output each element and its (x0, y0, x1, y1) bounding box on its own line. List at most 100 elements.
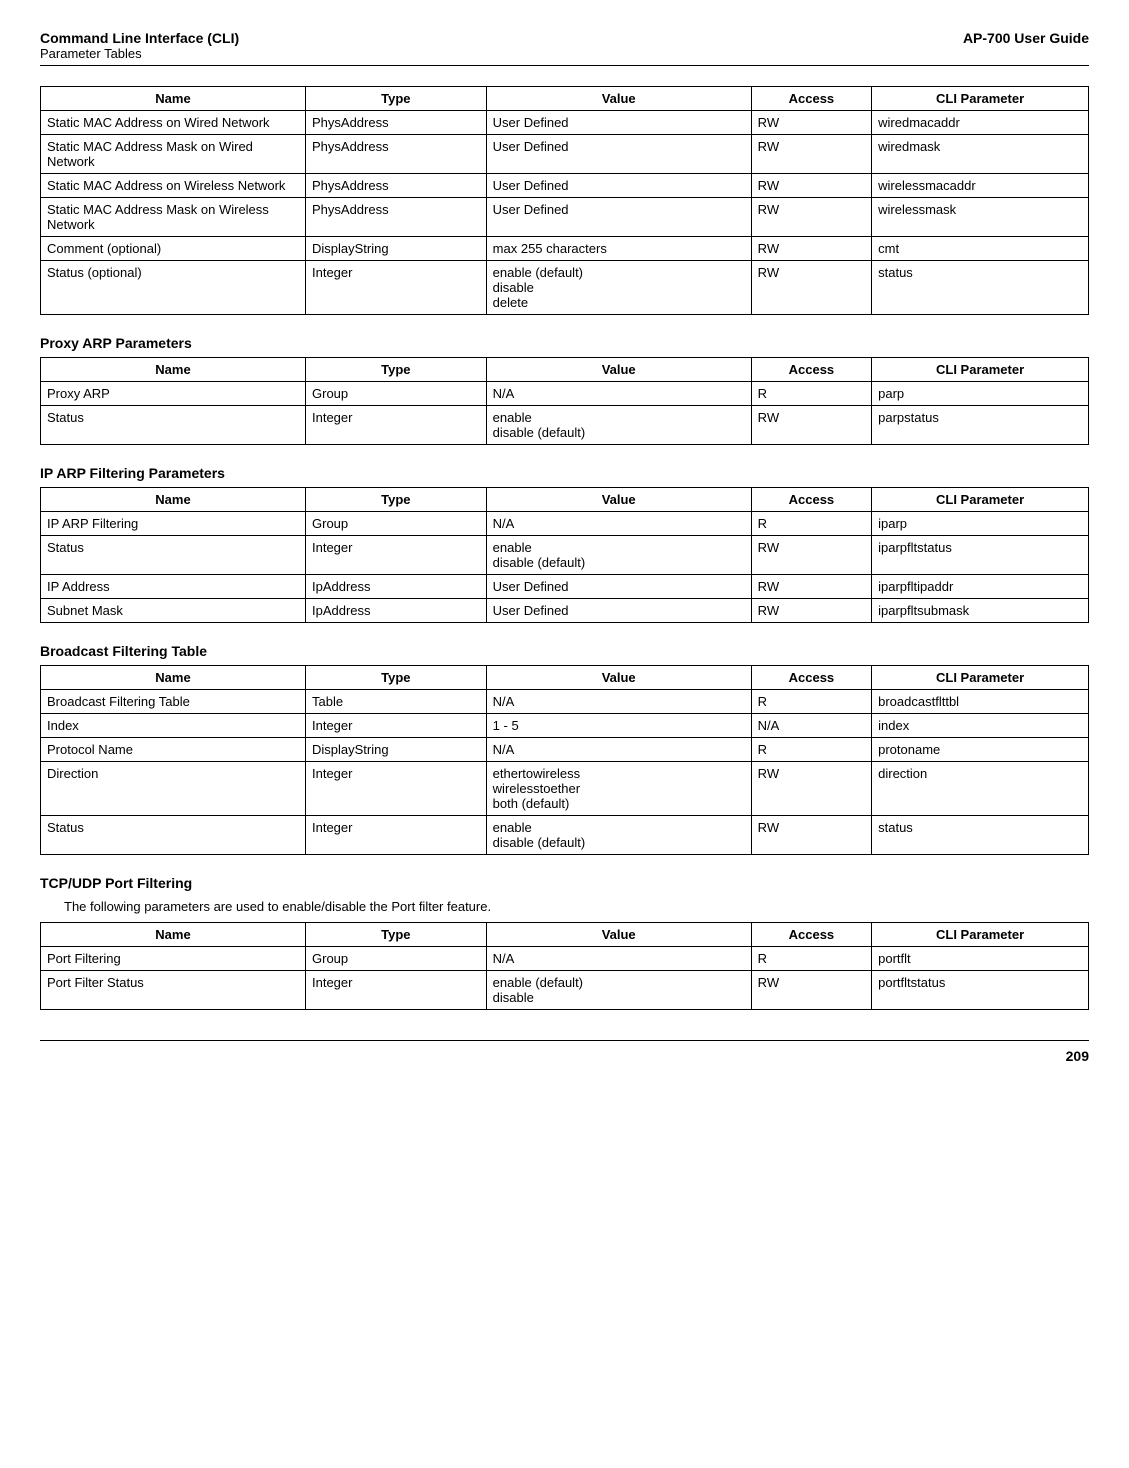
table-cell: R (751, 738, 871, 762)
col-value: Value (486, 488, 751, 512)
table-cell: RW (751, 536, 871, 575)
table-cell: RW (751, 237, 871, 261)
table-cell: R (751, 512, 871, 536)
table-row: Status (optional)Integerenable (default)… (41, 261, 1089, 315)
col-value: Value (486, 358, 751, 382)
table-cell: Subnet Mask (41, 599, 306, 623)
table-cell: Integer (306, 762, 487, 816)
table-cell: R (751, 947, 871, 971)
table-body: IP ARP FilteringGroupN/ARiparpStatusInte… (41, 512, 1089, 623)
table-cell: DisplayString (306, 237, 487, 261)
table-cell: ethertowireless wirelesstoether both (de… (486, 762, 751, 816)
table-cell: R (751, 382, 871, 406)
table-cell: Group (306, 382, 487, 406)
col-cli-parameter: CLI Parameter (872, 666, 1089, 690)
header-rule (40, 65, 1089, 66)
footer-rule (40, 1040, 1089, 1041)
table-cell: PhysAddress (306, 198, 487, 237)
table-cell: iparp (872, 512, 1089, 536)
table-cell: Integer (306, 816, 487, 855)
table-cell: enable disable (default) (486, 536, 751, 575)
table-cell: RW (751, 198, 871, 237)
table-cell: wirelessmacaddr (872, 174, 1089, 198)
col-name: Name (41, 87, 306, 111)
table-cell: N/A (486, 738, 751, 762)
col-access: Access (751, 87, 871, 111)
table-body: Proxy ARPGroupN/ARparpStatusIntegerenabl… (41, 382, 1089, 445)
table-cell: User Defined (486, 575, 751, 599)
table-cell: Integer (306, 971, 487, 1010)
table-cell: PhysAddress (306, 111, 487, 135)
table-cell: enable disable (default) (486, 816, 751, 855)
ip-arp-filtering-table: Name Type Value Access CLI Parameter IP … (40, 487, 1089, 623)
table-cell: Static MAC Address Mask on Wired Network (41, 135, 306, 174)
table-cell: User Defined (486, 198, 751, 237)
table-cell: portflt (872, 947, 1089, 971)
table-row: Static MAC Address on Wired NetworkPhysA… (41, 111, 1089, 135)
table-cell: RW (751, 971, 871, 1010)
table-row: IP AddressIpAddressUser DefinedRWiparpfl… (41, 575, 1089, 599)
table-cell: PhysAddress (306, 174, 487, 198)
table-cell: Integer (306, 536, 487, 575)
col-value: Value (486, 87, 751, 111)
table-cell: IP Address (41, 575, 306, 599)
table-cell: Direction (41, 762, 306, 816)
table-cell: N/A (486, 382, 751, 406)
table-cell: status (872, 261, 1089, 315)
table-row: Protocol NameDisplayStringN/ARprotoname (41, 738, 1089, 762)
tcp-udp-body-text: The following parameters are used to ena… (64, 899, 1089, 914)
table-row: StatusIntegerenable disable (default)RWs… (41, 816, 1089, 855)
col-value: Value (486, 923, 751, 947)
table-cell: Status (41, 406, 306, 445)
table-cell: Integer (306, 714, 487, 738)
table-cell: wiredmacaddr (872, 111, 1089, 135)
table-row: Comment (optional)DisplayStringmax 255 c… (41, 237, 1089, 261)
table-cell: N/A (486, 947, 751, 971)
col-access: Access (751, 923, 871, 947)
table-cell: IpAddress (306, 599, 487, 623)
table-row: Proxy ARPGroupN/ARparp (41, 382, 1089, 406)
table-cell: parpstatus (872, 406, 1089, 445)
table-body: Static MAC Address on Wired NetworkPhysA… (41, 111, 1089, 315)
col-value: Value (486, 666, 751, 690)
table-cell: direction (872, 762, 1089, 816)
table-cell: User Defined (486, 174, 751, 198)
table-cell: N/A (486, 690, 751, 714)
static-mac-table: Name Type Value Access CLI Parameter Sta… (40, 86, 1089, 315)
col-access: Access (751, 358, 871, 382)
proxy-arp-table: Name Type Value Access CLI Parameter Pro… (40, 357, 1089, 445)
table-cell: portfltstatus (872, 971, 1089, 1010)
ip-arp-filtering-heading: IP ARP Filtering Parameters (40, 465, 1089, 481)
col-cli-parameter: CLI Parameter (872, 488, 1089, 512)
col-type: Type (306, 923, 487, 947)
table-cell: 1 - 5 (486, 714, 751, 738)
table-body: Broadcast Filtering TableTableN/ARbroadc… (41, 690, 1089, 855)
col-name: Name (41, 666, 306, 690)
table-cell: N/A (751, 714, 871, 738)
page-number: 209 (40, 1048, 1089, 1064)
table-cell: status (872, 816, 1089, 855)
table-row: DirectionIntegerethertowireless wireless… (41, 762, 1089, 816)
header-left: Command Line Interface (CLI) Parameter T… (40, 30, 239, 61)
table-row: IndexInteger1 - 5N/Aindex (41, 714, 1089, 738)
table-header-row: Name Type Value Access CLI Parameter (41, 666, 1089, 690)
table-cell: RW (751, 111, 871, 135)
table-cell: User Defined (486, 599, 751, 623)
table-cell: User Defined (486, 111, 751, 135)
table-cell: PhysAddress (306, 135, 487, 174)
table-row: StatusIntegerenable disable (default)RWi… (41, 536, 1089, 575)
table-row: Static MAC Address Mask on Wired Network… (41, 135, 1089, 174)
table-header-row: Name Type Value Access CLI Parameter (41, 488, 1089, 512)
table-cell: protoname (872, 738, 1089, 762)
col-access: Access (751, 488, 871, 512)
table-header-row: Name Type Value Access CLI Parameter (41, 358, 1089, 382)
page-header: Command Line Interface (CLI) Parameter T… (40, 30, 1089, 61)
table-cell: Status (optional) (41, 261, 306, 315)
table-cell: enable disable (default) (486, 406, 751, 445)
table-row: Port Filter StatusIntegerenable (default… (41, 971, 1089, 1010)
col-cli-parameter: CLI Parameter (872, 87, 1089, 111)
table-cell: R (751, 690, 871, 714)
table-cell: broadcastflttbl (872, 690, 1089, 714)
header-subtitle: Parameter Tables (40, 46, 239, 61)
table-cell: IpAddress (306, 575, 487, 599)
